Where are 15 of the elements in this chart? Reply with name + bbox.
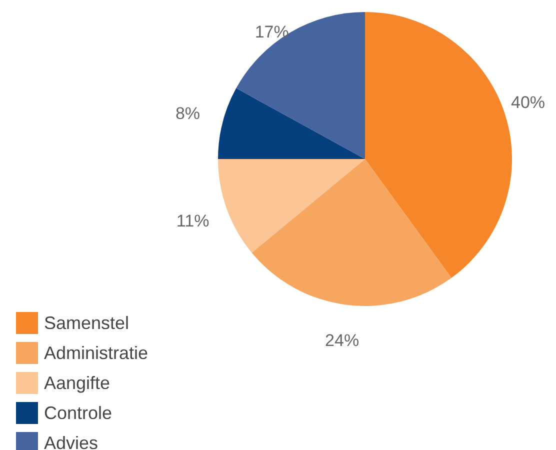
data-label: 17% — [254, 22, 289, 42]
legend-label: Administratie — [44, 342, 148, 364]
data-label: 8% — [175, 104, 200, 123]
pie-slice — [252, 159, 452, 306]
data-label: 40% — [510, 92, 546, 112]
data-label: 11% — [176, 211, 210, 230]
legend-label: Aangifte — [44, 372, 110, 394]
pie-slice — [365, 12, 512, 278]
pie-slice — [236, 12, 365, 159]
legend-label: Samenstel — [44, 312, 130, 334]
pie-slice — [218, 88, 365, 159]
legend-label: Controle — [44, 402, 112, 424]
pie-slice — [218, 159, 365, 253]
data-label: 24% — [325, 331, 360, 350]
legend-label: Advies — [44, 432, 98, 450]
